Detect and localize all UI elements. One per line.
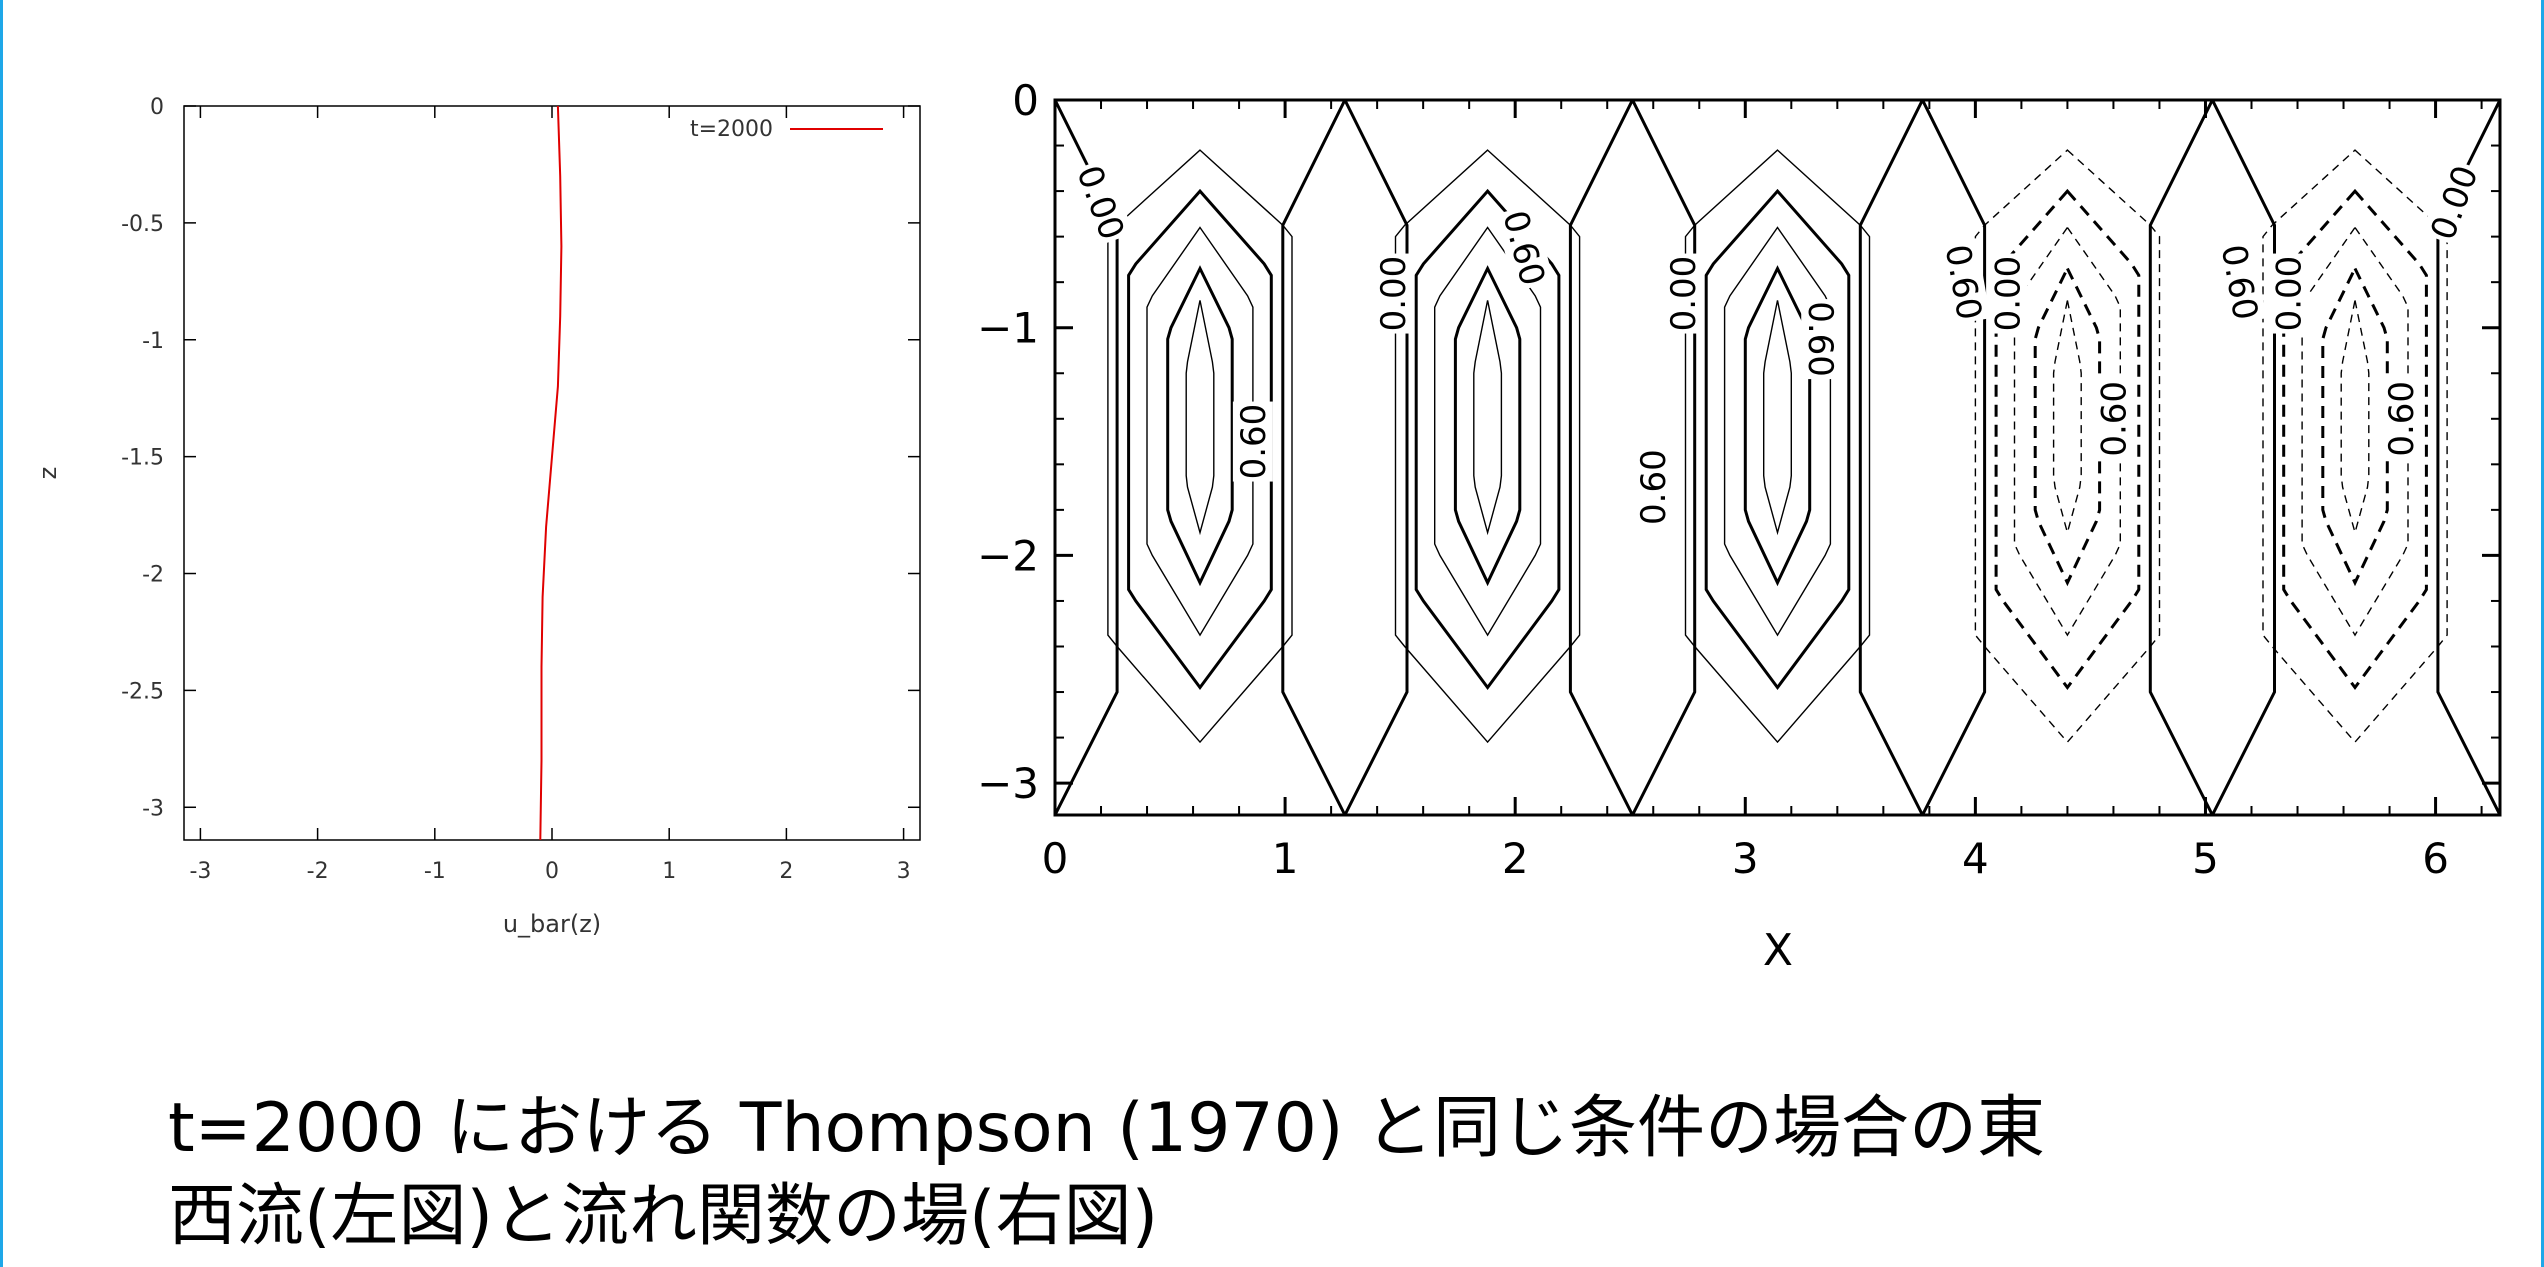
- contour-label-bg: [1232, 401, 1273, 482]
- x-tick-label: 3: [1732, 834, 1759, 883]
- zero-contour-line: [1631, 100, 1697, 815]
- contour-line: [1704, 188, 1851, 691]
- contour-label: 0.60: [1800, 301, 1840, 377]
- x-tick-label: 1: [662, 859, 676, 884]
- y-tick-label: -2: [142, 563, 164, 588]
- contour-line: [1414, 188, 1561, 691]
- contour-label: 0.60: [1494, 207, 1552, 290]
- velocity-profile-chart: 0 -0.5 -1 -1.5 -2 -2.5 -3 -3 -2 -1 0 1 2 3 t=2000 u_…: [34, 95, 921, 938]
- contour-label: 0.00: [1068, 160, 1131, 245]
- x-tick-label: 4: [1962, 834, 1989, 883]
- zero-contour-line: [2148, 100, 2214, 815]
- y-tick-label: -0.5: [121, 212, 164, 237]
- contour-label: 0.60: [2094, 381, 2134, 457]
- contour-line: [2321, 265, 2389, 587]
- zero-contour-line: [2211, 100, 2276, 815]
- zero-contour-line: [1055, 100, 1119, 815]
- contour-line: [1127, 188, 1273, 691]
- x-tick-label: 5: [2192, 834, 2219, 883]
- contour-line: [1166, 265, 1234, 587]
- contour-line: [2052, 300, 2082, 536]
- contour-label: 0.00: [1989, 256, 2029, 332]
- contour-label-bg: [1987, 253, 2028, 334]
- contour-label: 0.00: [2269, 256, 2309, 332]
- contour-label-bg: [2093, 378, 2134, 459]
- zero-contour-line: [1568, 100, 1634, 815]
- zero-contour-line: [1343, 100, 1409, 815]
- y-tick-label: −2: [977, 531, 1039, 580]
- contour-line: [1974, 149, 2161, 744]
- contour-label-bg: [1068, 158, 1134, 247]
- x-tick-label: -1: [424, 859, 446, 884]
- contour-line: [1453, 265, 1522, 587]
- contour-label-bg: [2213, 239, 2267, 326]
- series-line-t2000: [539, 105, 563, 841]
- x-axis-label: u_bar(z): [503, 910, 601, 938]
- contour-label-bg: [2268, 253, 2309, 334]
- streamfunction-contour-chart: 0.000.600.000.600.600.000.600.60 0.000.60…: [977, 76, 2502, 976]
- x-tick-label: 0: [545, 859, 559, 884]
- contour-line: [1743, 265, 1812, 587]
- y-axis-label: z: [34, 467, 62, 480]
- zero-contour-line: [2498, 100, 2500, 815]
- x-tick-label: 2: [1502, 834, 1529, 883]
- contour-line: [1146, 226, 1254, 637]
- caption-line-1: t=2000 における Thompson (1970) と同じ条件の場合の東: [168, 1089, 2046, 1168]
- contour-label-bg: [1801, 299, 1842, 380]
- x-tick-label: 0: [1042, 834, 1069, 883]
- contour-line: [1434, 226, 1542, 637]
- contour-label-bg: [2381, 378, 2422, 459]
- contour-label-bg: [1937, 239, 1991, 326]
- x-tick-label: -3: [189, 859, 211, 884]
- contour-label: 0.00: [1664, 256, 1704, 332]
- x-tick-label: 6: [2422, 834, 2449, 883]
- contour-line: [2340, 300, 2370, 536]
- y-tick-label: −1: [977, 304, 1039, 353]
- y-tick-label: -1.5: [121, 446, 164, 471]
- contour-label-bg: [1373, 253, 1414, 334]
- y-tick-label: -2.5: [121, 679, 164, 704]
- zero-contour-line: [1281, 100, 1347, 815]
- zero-contour-line: [1858, 100, 1924, 815]
- contour-line: [1723, 226, 1832, 637]
- caption-line-2: 西流(左図)と流れ関数の場(右図): [168, 1177, 1159, 1256]
- slide-caption: t=2000 における Thompson (1970) と同じ条件の場合の東 西…: [168, 1085, 2468, 1261]
- x-tick-label: 1: [1272, 834, 1299, 883]
- contour-label: 0.00: [2423, 160, 2486, 245]
- contour-label-bg: [2421, 158, 2487, 247]
- legend-label: t=2000: [690, 117, 773, 142]
- y-tick-label: 0: [1012, 76, 1039, 125]
- zero-contour-line: [1921, 100, 1987, 815]
- contour-line: [1763, 300, 1792, 536]
- y-tick-label: 0: [150, 95, 164, 120]
- x-axis-label: X: [1763, 925, 1793, 976]
- x-tick-label: -2: [307, 859, 329, 884]
- y-tick-label: -3: [142, 796, 164, 821]
- y-tick-label: -1: [142, 329, 164, 354]
- contour-label-bg: [1633, 447, 1674, 528]
- contour-label: 0.60: [1937, 242, 1990, 323]
- contour-line: [1394, 149, 1581, 744]
- contour-label: 0.60: [1634, 449, 1674, 525]
- y-tick-label: −3: [977, 759, 1039, 808]
- contour-label: 0.00: [1374, 256, 1414, 332]
- contour-label: 0.60: [2382, 381, 2422, 457]
- contour-line: [1185, 300, 1215, 536]
- zero-contour-line: [1055, 100, 1057, 815]
- zero-contour-line: [2436, 100, 2500, 815]
- contour-label: 0.60: [1234, 404, 1274, 480]
- contour-label-bg: [1663, 253, 1704, 334]
- x-tick-label: 3: [897, 859, 911, 884]
- plot-frame: [1053, 98, 2502, 817]
- contour-line: [1684, 149, 1871, 744]
- plot-frame: [183, 105, 921, 841]
- contour-line: [1473, 300, 1503, 536]
- contour-line: [2033, 265, 2102, 587]
- x-tick-label: 2: [779, 859, 793, 884]
- contour-label: 0.60: [2213, 242, 2266, 323]
- contour-line: [2262, 149, 2448, 744]
